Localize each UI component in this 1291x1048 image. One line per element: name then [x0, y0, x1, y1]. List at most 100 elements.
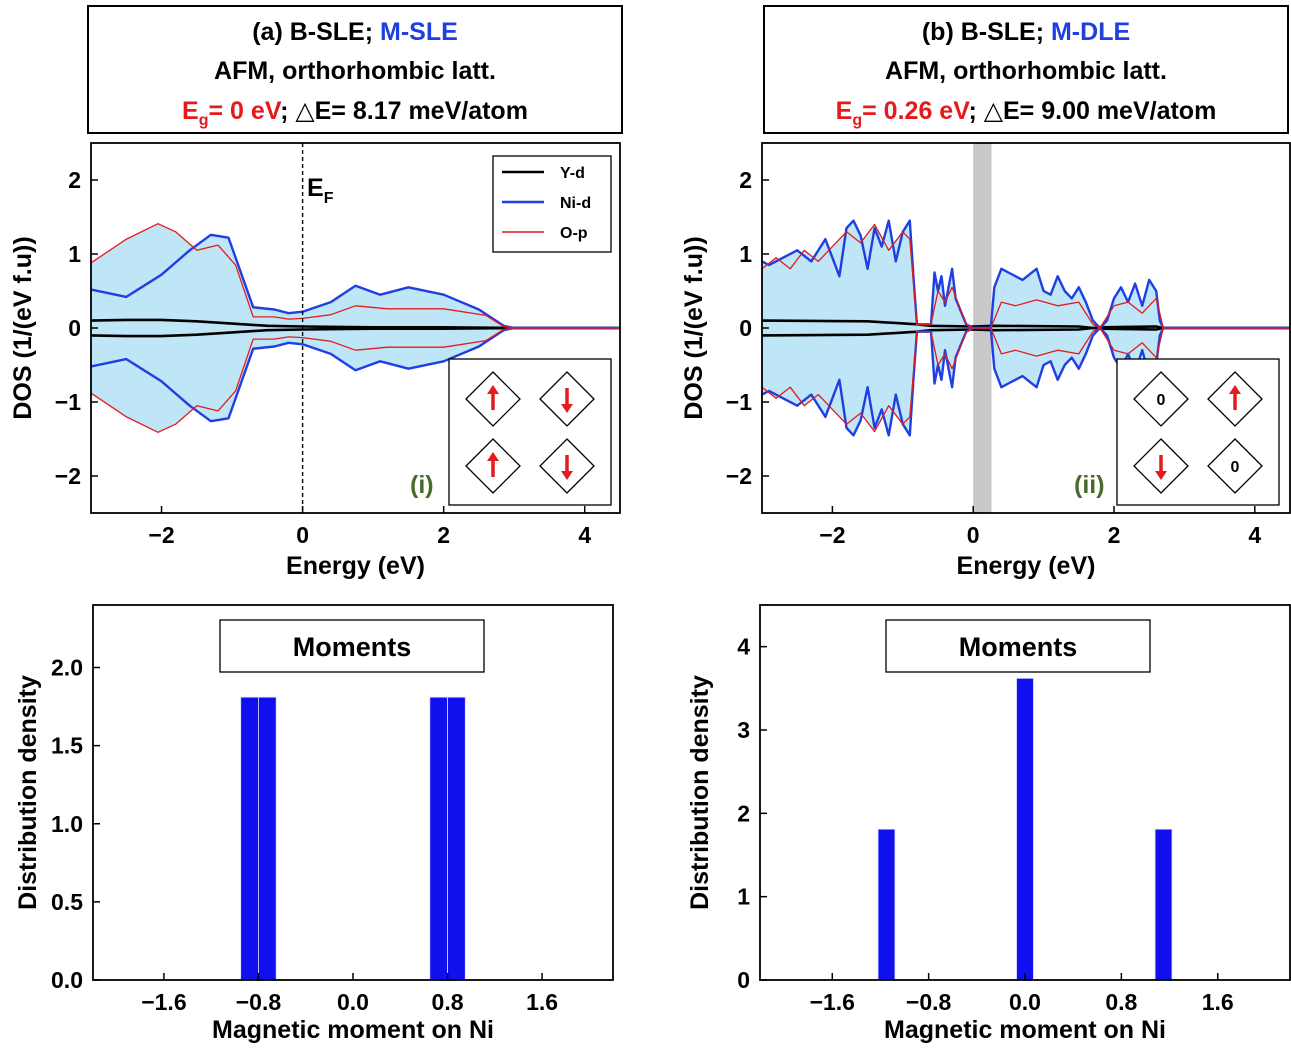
x-tick-label: 1.6	[1202, 989, 1234, 1015]
y-tick-label: −1	[55, 389, 81, 415]
dos-fill	[762, 220, 1290, 436]
spin-arrow-down-icon	[561, 471, 573, 480]
x-tick-label: 2	[437, 522, 450, 548]
legend-label-o-p: O-p	[560, 225, 588, 242]
y-tick-label: 0	[739, 315, 752, 341]
y-tick-label: 1	[739, 241, 752, 267]
series-o-p-up	[91, 223, 620, 329]
x-tick-label: 0.0	[1009, 989, 1041, 1015]
spin-arrow-up-icon	[1229, 385, 1241, 394]
lattice-label-b: AFM, orthorhombic latt.	[885, 57, 1167, 85]
x-tick-label: 2	[1108, 522, 1121, 548]
moments-label-a: Moments	[293, 632, 412, 662]
histogram-bar	[447, 696, 466, 981]
moments-box-a: Moments	[219, 619, 485, 673]
y-tick-label: 3	[737, 717, 750, 743]
spin-arrow-up-icon	[487, 452, 499, 461]
x-tick-label: 1.6	[526, 989, 558, 1015]
x-axis-label: Magnetic moment on Ni	[212, 1016, 494, 1044]
series-y-d-up	[762, 319, 1290, 330]
legend: Y-d Ni-d O-p	[492, 155, 612, 253]
x-tick-label: −0.8	[906, 989, 952, 1015]
moments-box-b: Moments	[885, 619, 1151, 673]
histogram-bar	[1016, 677, 1034, 981]
series-o-p-down	[91, 327, 620, 433]
x-tick-label: 4	[1248, 522, 1261, 548]
x-tick-label: −2	[148, 522, 174, 548]
x-tick-label: 0	[967, 522, 980, 548]
title-a: (a) B-SLE; M-SLE	[252, 18, 458, 46]
y-tick-label: 0.0	[51, 967, 83, 993]
y-tick-label: 2	[739, 167, 752, 193]
y-tick-label: 1.0	[51, 811, 83, 837]
y-tick-label: 1.5	[51, 733, 83, 759]
y-tick-label: 1	[68, 241, 81, 267]
spin-arrow-down-icon	[1155, 471, 1167, 480]
y-tick-label: 0.5	[51, 889, 83, 915]
inset-tag-i: (i)	[410, 471, 434, 499]
y-tick-label: 2	[737, 800, 750, 826]
y-tick-label: 0	[68, 315, 81, 341]
y-tick-label: 4	[737, 634, 750, 660]
histogram-bar	[877, 828, 896, 981]
y-tick-label: 2.0	[51, 655, 83, 681]
spin-inset-a	[448, 358, 612, 506]
fermi-level-label: EF	[307, 174, 334, 207]
histogram-bar	[240, 696, 259, 981]
dos-plot-b: −2 0 2 4 2 1 0 −1 −2 Energy (eV) DOS (1/(eV f.u))	[680, 142, 1291, 580]
histogram-bar	[1154, 828, 1173, 981]
title-box-a: (a) B-SLE; M-SLE AFM, orthorhombic latt.…	[87, 5, 623, 134]
legend-label-ni-d: Ni-d	[560, 195, 591, 212]
legend-label-y-d: Y-d	[560, 165, 585, 182]
histogram-bar	[258, 696, 277, 981]
y-tick-label: 2	[68, 167, 81, 193]
lattice-site	[1207, 438, 1263, 494]
series-y-d-down	[762, 326, 1290, 337]
gap-energy-line-b: Eg= 0.26 eV; △E= 9.00 meV/atom	[836, 97, 1217, 129]
lattice-label-a: AFM, orthorhombic latt.	[214, 57, 496, 85]
x-tick-label: 0.0	[337, 989, 369, 1015]
inset-tag-ii: (ii)	[1074, 471, 1105, 499]
plot-area	[91, 143, 620, 513]
x-tick-label: 0.8	[1105, 989, 1137, 1015]
series-o-p-down	[762, 327, 1290, 433]
x-tick-label: −0.8	[236, 989, 282, 1015]
series-ni-d-down	[91, 326, 620, 423]
y-tick-label: 1	[737, 884, 750, 910]
x-tick-label: 0	[296, 522, 309, 548]
lattice-site	[1133, 371, 1189, 427]
title-box-b: (b) B-SLE; M-DLE AFM, orthorhombic latt.…	[763, 5, 1289, 134]
x-axis-label: Magnetic moment on Ni	[884, 1016, 1166, 1044]
series-y-d-down	[91, 326, 620, 338]
y-tick-label: −1	[726, 389, 752, 415]
x-tick-label: 4	[578, 522, 591, 548]
dos-plot-a: −2 0 2 4 2 1 0 −1 −2 Energy (eV) DOS (1/(eV f.u))	[9, 142, 621, 580]
x-tick-label: 0.8	[432, 989, 464, 1015]
zero-moment-label: 0	[1157, 392, 1166, 409]
title-b: (b) B-SLE; M-DLE	[922, 18, 1130, 46]
gap-energy-line-a: Eg= 0 eV; △E= 8.17 meV/atom	[182, 97, 528, 129]
y-axis-label: Distribution density	[14, 675, 42, 910]
y-axis-label: DOS (1/(eV f.u))	[680, 236, 708, 419]
x-tick-label: −1.6	[810, 989, 855, 1015]
x-tick-label: −1.6	[141, 989, 186, 1015]
spin-arrow-down-icon	[561, 404, 573, 413]
spin-arrow-up-icon	[487, 385, 499, 394]
y-axis-label: Distribution density	[686, 675, 714, 910]
spin-inset-b: 00	[1116, 358, 1280, 506]
y-tick-label: 0	[737, 967, 750, 993]
series-o-p-up	[762, 223, 1290, 329]
moments-label-b: Moments	[959, 632, 1078, 662]
plot-area	[762, 143, 1290, 513]
moment-histogram-a: −1.6 −0.8 0.0 0.8 1.6 0.0 0.5 1.0 1.5 2.0 Magnetic…	[14, 604, 614, 1044]
y-axis-label: DOS (1/(eV f.u))	[9, 236, 37, 419]
zero-moment-label: 0	[1231, 459, 1240, 476]
x-axis-label: Energy (eV)	[286, 552, 425, 580]
y-tick-label: −2	[726, 463, 752, 489]
x-tick-label: −2	[819, 522, 845, 548]
y-tick-label: −2	[55, 463, 81, 489]
x-axis-label: Energy (eV)	[957, 552, 1096, 580]
moment-histogram-b: −1.6 −0.8 0.0 0.8 1.6 0 1 2 3 4 Magnetic moment on…	[686, 604, 1291, 1044]
histogram-bar	[429, 696, 448, 981]
